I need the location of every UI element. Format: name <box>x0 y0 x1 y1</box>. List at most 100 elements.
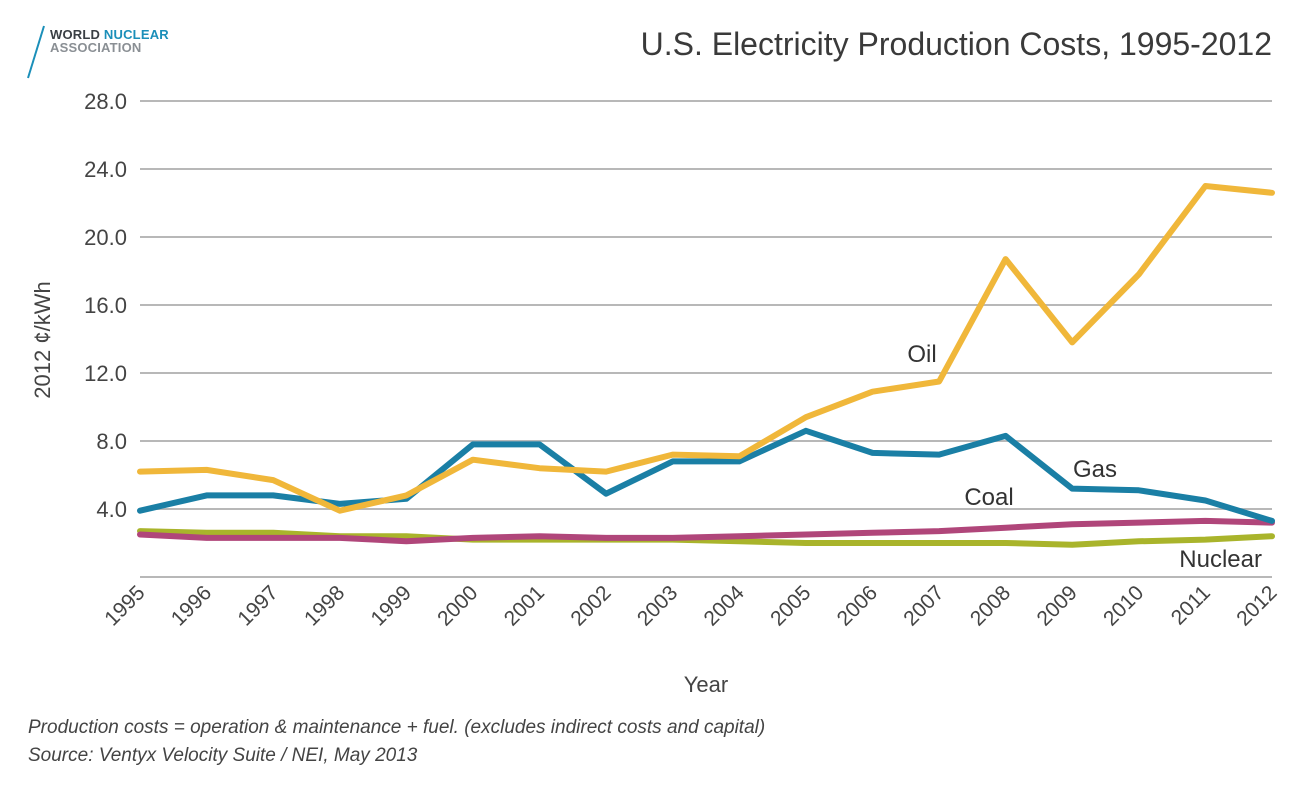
data-point-gas <box>1136 487 1142 493</box>
logo-word-association: ASSOCIATION <box>50 40 142 55</box>
data-point-oil <box>470 457 476 463</box>
data-point-oil <box>1136 271 1142 277</box>
x-tick-label: 2004 <box>700 581 750 631</box>
data-point-nuclear <box>936 540 942 546</box>
data-point-nuclear <box>736 538 742 544</box>
x-tick-label: 2011 <box>1167 581 1215 629</box>
footnote-definition: Production costs = operation & maintenan… <box>28 717 766 738</box>
data-point-coal <box>1003 525 1009 531</box>
data-point-gas <box>137 508 143 514</box>
x-tick-label: 2003 <box>633 581 682 630</box>
logo: WORLD NUCLEAR ASSOCIATION <box>26 22 226 82</box>
data-point-nuclear <box>1269 533 1275 539</box>
x-tick-label: 2010 <box>1099 581 1148 630</box>
data-point-gas <box>337 501 343 507</box>
data-point-oil <box>603 469 609 475</box>
data-point-oil <box>1202 183 1208 189</box>
data-point-oil <box>670 452 676 458</box>
data-point-gas <box>1269 518 1275 524</box>
data-point-oil <box>1069 339 1075 345</box>
data-point-coal <box>337 535 343 541</box>
series-label-gas: Gas <box>1073 456 1117 483</box>
data-point-oil <box>936 379 942 384</box>
data-point-oil <box>403 492 409 498</box>
data-point-coal <box>1069 521 1075 527</box>
data-point-nuclear <box>1003 540 1009 546</box>
y-tick-label: 24.0 <box>84 157 127 182</box>
data-point-gas <box>537 441 543 447</box>
series-line-coal <box>137 517 1275 545</box>
logo-word-world: WORLD <box>50 27 101 42</box>
data-point-oil <box>270 477 276 483</box>
data-point-coal <box>936 528 942 534</box>
data-point-coal <box>869 530 875 536</box>
data-point-nuclear <box>403 533 409 539</box>
data-point-gas <box>470 441 476 447</box>
data-point-oil <box>337 508 343 514</box>
data-point-gas <box>936 452 942 458</box>
x-tick-label: 2002 <box>566 581 615 630</box>
data-point-coal <box>270 535 276 541</box>
series-label-coal: Coal <box>964 484 1013 511</box>
data-point-nuclear <box>869 540 875 546</box>
series-label-oil: Oil <box>907 341 936 368</box>
data-point-coal <box>1136 520 1142 526</box>
y-tick-label: 12.0 <box>84 361 127 386</box>
data-point-oil <box>1003 256 1009 262</box>
x-tick-label: 1997 <box>233 581 282 630</box>
x-tick-label: 1995 <box>100 581 149 630</box>
data-point-nuclear <box>1136 538 1142 544</box>
x-tick-label: 2005 <box>766 581 815 630</box>
data-point-gas <box>1003 433 1009 439</box>
x-tick-label: 2009 <box>1032 581 1081 630</box>
data-point-gas <box>670 458 676 464</box>
y-tick-label: 28.0 <box>84 89 127 114</box>
x-tick-label: 2000 <box>433 581 482 630</box>
data-point-oil <box>736 453 742 459</box>
x-tick-label: 2007 <box>899 581 948 630</box>
data-point-coal <box>403 538 409 544</box>
data-point-coal <box>1202 518 1208 524</box>
data-point-gas <box>1069 486 1075 492</box>
data-point-gas <box>736 458 742 464</box>
y-tick-label: 16.0 <box>84 293 127 318</box>
x-tick-label: 2012 <box>1232 581 1281 630</box>
x-axis-label: Year <box>684 672 728 697</box>
logo-slash-icon <box>27 25 45 79</box>
logo-line1: WORLD NUCLEAR <box>50 27 169 42</box>
data-point-gas <box>803 428 809 434</box>
data-point-gas <box>204 492 210 498</box>
x-tick-label: 2008 <box>966 581 1015 630</box>
data-point-coal <box>137 532 143 537</box>
data-point-coal <box>670 535 676 541</box>
y-tick-label: 20.0 <box>84 225 127 250</box>
data-point-oil <box>537 465 543 471</box>
series-line-oil <box>137 183 1275 514</box>
y-tick-label: 4.0 <box>96 497 127 522</box>
data-point-coal <box>803 532 809 537</box>
data-point-oil <box>803 414 809 420</box>
data-point-gas <box>603 491 609 497</box>
data-point-nuclear <box>204 530 210 536</box>
data-point-nuclear <box>270 530 276 536</box>
logo-word-nuclear: NUCLEAR <box>103 27 169 42</box>
data-point-coal <box>736 533 742 539</box>
data-point-oil <box>1269 190 1275 196</box>
data-point-coal <box>603 535 609 541</box>
data-point-nuclear <box>803 540 809 546</box>
data-point-oil <box>204 467 210 473</box>
data-point-oil <box>137 469 143 475</box>
data-point-gas <box>869 450 875 456</box>
data-point-nuclear <box>1069 542 1075 548</box>
data-point-coal <box>204 535 210 541</box>
data-point-coal <box>470 535 476 541</box>
data-point-gas <box>1202 498 1208 503</box>
data-point-nuclear <box>1202 537 1208 543</box>
data-point-coal <box>537 533 543 539</box>
x-tick-label: 1999 <box>367 581 416 630</box>
chart-title: U.S. Electricity Production Costs, 1995-… <box>640 26 1272 62</box>
series-label-nuclear: Nuclear <box>1179 546 1262 573</box>
x-tick-label: 2006 <box>833 581 882 630</box>
x-tick-label: 1998 <box>300 581 349 630</box>
